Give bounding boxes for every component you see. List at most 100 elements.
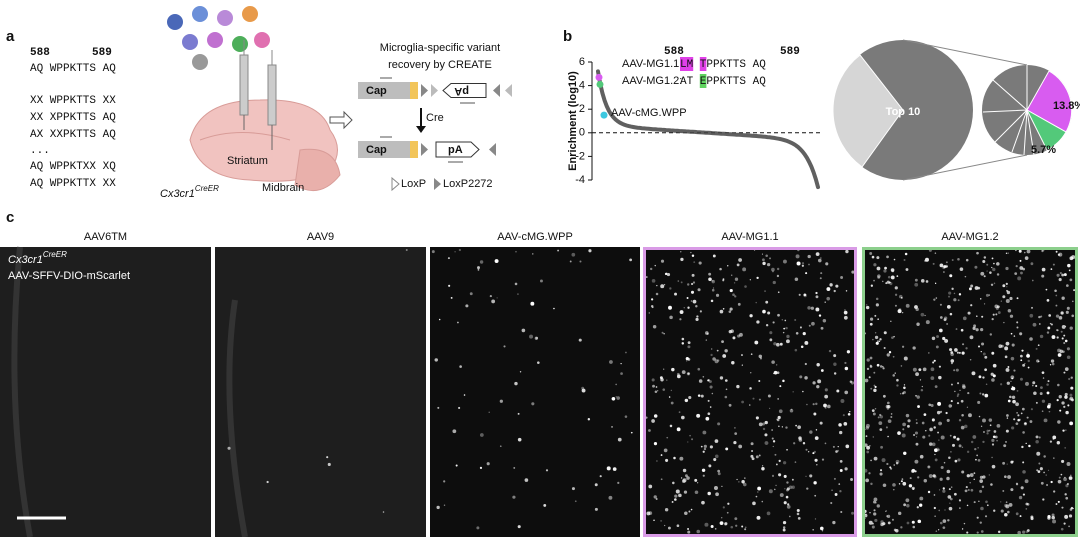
cell xyxy=(539,279,543,283)
cell xyxy=(771,270,774,273)
cell xyxy=(1022,431,1025,434)
cell xyxy=(988,474,991,476)
cell xyxy=(942,489,946,493)
cell xyxy=(812,529,814,531)
cell xyxy=(1038,360,1040,363)
cell xyxy=(477,268,480,271)
cell xyxy=(979,489,983,493)
cell xyxy=(758,422,763,427)
cell xyxy=(717,359,720,362)
cell xyxy=(993,374,996,378)
cell xyxy=(687,345,691,349)
cell xyxy=(906,504,910,508)
cell xyxy=(654,390,658,394)
cell xyxy=(934,515,936,517)
cell xyxy=(887,404,891,409)
cell xyxy=(821,458,825,461)
cell xyxy=(437,406,440,409)
cell xyxy=(1035,435,1039,439)
cell xyxy=(488,411,490,413)
cell xyxy=(939,316,943,319)
cell xyxy=(734,517,738,521)
cell xyxy=(609,360,613,364)
cell xyxy=(1055,250,1058,253)
cell xyxy=(865,426,870,430)
cell xyxy=(1048,314,1051,317)
cell xyxy=(650,298,654,301)
cell xyxy=(844,467,848,471)
cell xyxy=(905,303,910,308)
cell xyxy=(793,442,796,445)
cell xyxy=(943,461,946,464)
cell xyxy=(833,289,836,293)
cell xyxy=(625,351,627,354)
cell xyxy=(1073,289,1076,292)
cell xyxy=(1060,473,1063,476)
cell xyxy=(514,282,518,286)
cell xyxy=(933,475,937,479)
cell xyxy=(733,282,736,284)
cell xyxy=(683,490,688,494)
highlight xyxy=(699,57,707,71)
cell xyxy=(732,293,735,297)
cell xyxy=(709,406,712,408)
cell xyxy=(553,307,555,310)
cell xyxy=(1052,263,1055,266)
cell xyxy=(922,435,926,439)
cell xyxy=(1063,334,1066,337)
cell xyxy=(993,509,996,512)
cell xyxy=(664,272,668,276)
cell xyxy=(738,481,740,483)
cell xyxy=(691,438,694,441)
cell xyxy=(903,258,906,261)
cell xyxy=(872,338,874,341)
cell xyxy=(816,363,820,367)
cell xyxy=(1064,395,1068,399)
cell xyxy=(717,469,721,473)
cell xyxy=(1036,469,1039,472)
cell xyxy=(980,327,984,332)
cell xyxy=(772,440,776,443)
cell xyxy=(617,437,622,442)
cell xyxy=(517,412,520,415)
cell xyxy=(872,436,875,438)
cell xyxy=(1032,322,1037,327)
position: 588 xyxy=(30,47,50,59)
cell xyxy=(1028,444,1031,448)
cell xyxy=(1016,321,1019,324)
cell xyxy=(983,303,986,305)
cell xyxy=(799,326,802,329)
pie-label: 13.8% xyxy=(1053,100,1080,112)
cell xyxy=(957,299,960,302)
cell xyxy=(812,452,815,455)
cell xyxy=(1030,408,1033,411)
cell xyxy=(1047,469,1050,472)
cell xyxy=(874,385,877,388)
cell xyxy=(1005,429,1009,433)
cell xyxy=(710,299,714,303)
cell xyxy=(660,284,665,289)
cell xyxy=(865,305,870,310)
cell xyxy=(1009,395,1012,399)
cell xyxy=(574,500,577,503)
cell xyxy=(888,351,892,354)
cell xyxy=(777,415,781,420)
cell xyxy=(946,418,950,423)
cell xyxy=(653,519,655,522)
sequence: AQ WPPKTTS AQ xyxy=(30,63,116,75)
cell xyxy=(799,375,803,379)
cell xyxy=(872,412,876,416)
cell xyxy=(670,389,673,392)
cell xyxy=(719,267,722,271)
cell xyxy=(873,456,878,461)
cell xyxy=(934,448,938,453)
cell xyxy=(970,440,974,444)
cell xyxy=(1017,530,1022,535)
cell xyxy=(805,272,808,275)
cell xyxy=(870,284,873,287)
cell xyxy=(945,265,948,268)
cell xyxy=(1042,498,1045,501)
cell xyxy=(949,496,951,498)
cell xyxy=(866,450,870,454)
cell xyxy=(959,507,961,509)
